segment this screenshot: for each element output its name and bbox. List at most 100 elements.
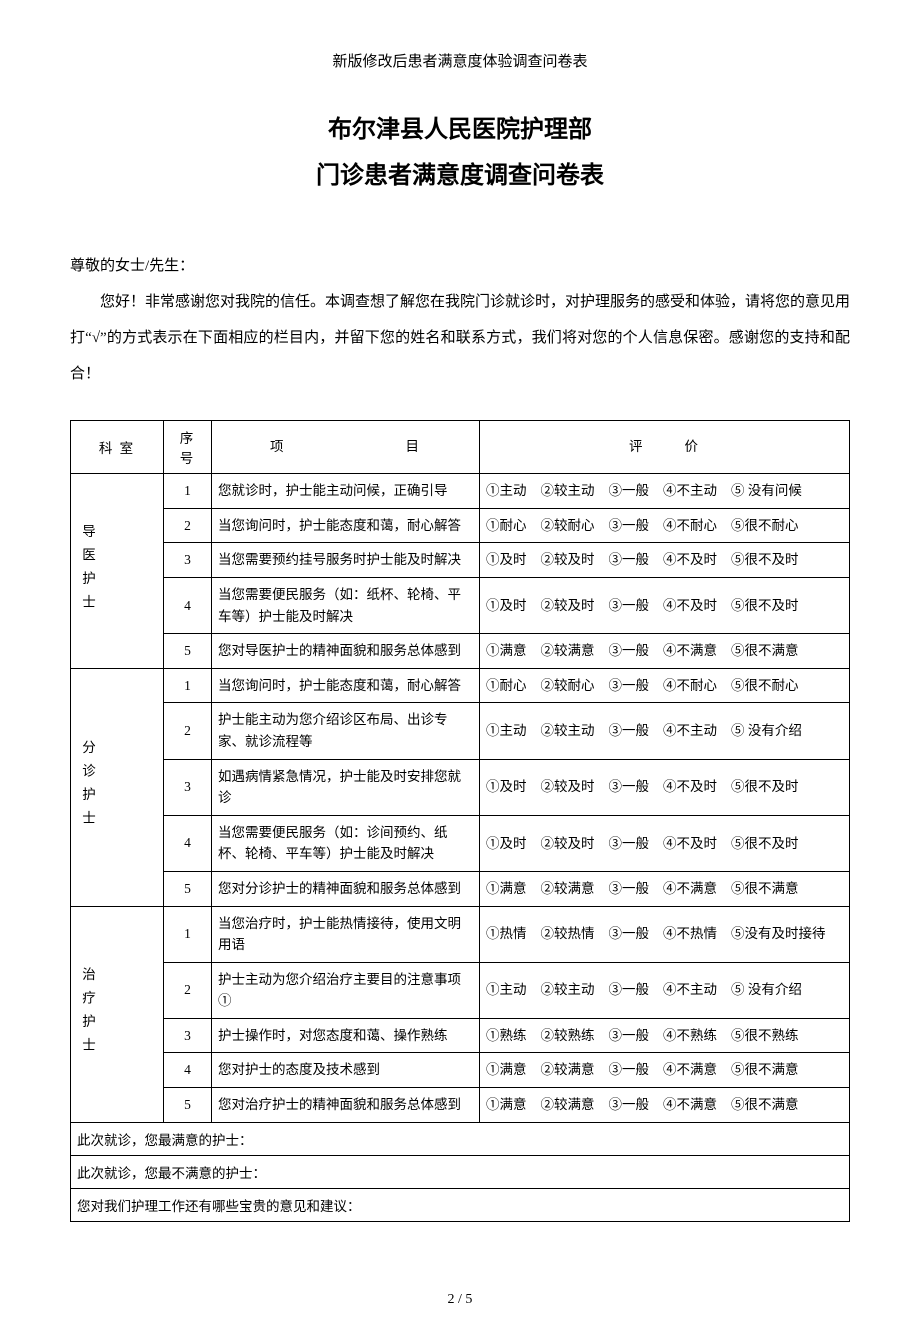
eval-option[interactable]: ⑤很不熟练 [731, 1025, 799, 1047]
eval-option[interactable]: ①熟练 [486, 1025, 527, 1047]
eval-option[interactable]: ②较及时 [541, 833, 595, 855]
eval-option[interactable]: ③一般 [609, 1094, 650, 1116]
eval-option[interactable]: ④不及时 [663, 776, 717, 798]
free-text-cell[interactable]: 您对我们护理工作还有哪些宝贵的意见和建议： [71, 1188, 850, 1221]
intro-body: 您好！非常感谢您对我院的信任。本调查想了解您在我院门诊就诊时，对护理服务的感受和… [70, 284, 850, 392]
eval-option[interactable]: ②较及时 [541, 776, 595, 798]
eval-option[interactable]: ①及时 [486, 833, 527, 855]
dept-label: 分诊护士 [77, 740, 97, 834]
eval-option[interactable]: ⑤很不满意 [731, 878, 799, 900]
eval-option[interactable]: ②较满意 [541, 878, 595, 900]
eval-option[interactable]: ④不耐心 [663, 675, 717, 697]
eval-option[interactable]: ⑤没有及时接待 [731, 923, 826, 945]
eval-option[interactable]: ⑤很不及时 [731, 776, 799, 798]
eval-option[interactable]: ⑤很不满意 [731, 1059, 799, 1081]
eval-option[interactable]: ①及时 [486, 549, 527, 571]
eval-option[interactable]: ①主动 [486, 480, 527, 502]
eval-option[interactable]: ②较满意 [541, 1094, 595, 1116]
table-row: 5您对治疗护士的精神面貌和服务总体感到①满意②较满意③一般④不满意⑤很不满意 [71, 1088, 850, 1123]
eval-option[interactable]: ②较主动 [541, 480, 595, 502]
eval-option[interactable]: ③一般 [609, 595, 650, 617]
eval-option[interactable]: ⑤很不耐心 [731, 515, 799, 537]
eval-option[interactable]: ②较耐心 [541, 515, 595, 537]
eval-cell: ①及时 ②较及时 ③一般 ④不及时 ⑤很不及时 [480, 577, 850, 633]
eval-option[interactable]: ①主动 [486, 720, 527, 742]
eval-option[interactable]: ④不满意 [663, 1059, 717, 1081]
title-line2: 门诊患者满意度调查问卷表 [70, 153, 850, 199]
eval-cell: ①满意 ②较满意 ③一般 ④不满意 ⑤很不满意 [480, 1053, 850, 1088]
eval-option[interactable]: ④不满意 [663, 640, 717, 662]
seq-cell: 1 [164, 906, 212, 962]
eval-option[interactable]: ③一般 [609, 515, 650, 537]
seq-cell: 2 [164, 962, 212, 1018]
eval-option[interactable]: ①满意 [486, 1059, 527, 1081]
eval-option[interactable]: ⑤很不满意 [731, 640, 799, 662]
eval-option[interactable]: ③一般 [609, 1025, 650, 1047]
eval-cell: ①及时 ②较及时 ③一般 ④不及时 ⑤很不及时 [480, 815, 850, 871]
eval-option[interactable]: ⑤很不及时 [731, 595, 799, 617]
eval-option[interactable]: ①及时 [486, 776, 527, 798]
item-cell: 护士主动为您介绍治疗主要目的注意事项 ① [212, 962, 480, 1018]
eval-option[interactable]: ③一般 [609, 1059, 650, 1081]
eval-option[interactable]: ④不熟练 [663, 1025, 717, 1047]
dept-label: 导医护士 [77, 524, 97, 618]
eval-option[interactable]: ①耐心 [486, 515, 527, 537]
eval-option[interactable]: ④不及时 [663, 549, 717, 571]
eval-cell: ①主动 ②较主动 ③一般 ④不主动 ⑤ 没有问候 [480, 474, 850, 509]
free-text-cell[interactable]: 此次就诊，您最不满意的护士： [71, 1155, 850, 1188]
eval-option[interactable]: ⑤ 没有介绍 [731, 720, 802, 742]
eval-cell: ①主动 ②较主动 ③一般 ④不主动 ⑤ 没有介绍 [480, 962, 850, 1018]
eval-option[interactable]: ②较耐心 [541, 675, 595, 697]
eval-option[interactable]: ⑤ 没有介绍 [731, 979, 802, 1001]
eval-option[interactable]: ①满意 [486, 878, 527, 900]
eval-option[interactable]: ①满意 [486, 1094, 527, 1116]
eval-option[interactable]: ③一般 [609, 675, 650, 697]
eval-option[interactable]: ④不主动 [663, 480, 717, 502]
eval-option[interactable]: ④不满意 [663, 878, 717, 900]
eval-option[interactable]: ②较熟练 [541, 1025, 595, 1047]
table-row: 3如遇病情紧急情况，护士能及时安排您就诊①及时②较及时③一般④不及时⑤很不及时 [71, 759, 850, 815]
seq-cell: 5 [164, 1088, 212, 1123]
eval-option[interactable]: ③一般 [609, 776, 650, 798]
eval-option[interactable]: ③一般 [609, 923, 650, 945]
eval-option[interactable]: ②较主动 [541, 979, 595, 1001]
item-cell: 护士能主动为您介绍诊区布局、出诊专家、就诊流程等 [212, 703, 480, 759]
seq-cell: 1 [164, 668, 212, 703]
eval-option[interactable]: ②较及时 [541, 549, 595, 571]
eval-option[interactable]: ③一般 [609, 833, 650, 855]
eval-option[interactable]: ④不及时 [663, 833, 717, 855]
eval-option[interactable]: ①主动 [486, 979, 527, 1001]
eval-option[interactable]: ③一般 [609, 640, 650, 662]
eval-option[interactable]: ④不及时 [663, 595, 717, 617]
eval-option[interactable]: ⑤很不及时 [731, 833, 799, 855]
eval-option[interactable]: ③一般 [609, 720, 650, 742]
item-cell: 当您询问时，护士能态度和蔼，耐心解答 [212, 668, 480, 703]
eval-option[interactable]: ⑤很不满意 [731, 1094, 799, 1116]
eval-option[interactable]: ④不热情 [663, 923, 717, 945]
eval-option[interactable]: ④不满意 [663, 1094, 717, 1116]
eval-option[interactable]: ②较满意 [541, 1059, 595, 1081]
eval-option[interactable]: ⑤ 没有问候 [731, 480, 802, 502]
eval-option[interactable]: ①耐心 [486, 675, 527, 697]
eval-option[interactable]: ③一般 [609, 480, 650, 502]
eval-option[interactable]: ④不主动 [663, 979, 717, 1001]
eval-option[interactable]: ④不耐心 [663, 515, 717, 537]
eval-option[interactable]: ①及时 [486, 595, 527, 617]
eval-option[interactable]: ②较满意 [541, 640, 595, 662]
item-cell: 当您需要预约挂号服务时护士能及时解决 [212, 543, 480, 578]
eval-option[interactable]: ④不主动 [663, 720, 717, 742]
eval-option[interactable]: ③一般 [609, 549, 650, 571]
eval-option[interactable]: ②较及时 [541, 595, 595, 617]
eval-option[interactable]: ③一般 [609, 979, 650, 1001]
eval-option[interactable]: ⑤很不耐心 [731, 675, 799, 697]
dept-cell: 分诊护士 [71, 668, 164, 906]
seq-cell: 4 [164, 1053, 212, 1088]
eval-option[interactable]: ①满意 [486, 640, 527, 662]
item-cell: 当您询问时，护士能态度和蔼，耐心解答 [212, 508, 480, 543]
free-text-cell[interactable]: 此次就诊，您最满意的护士： [71, 1122, 850, 1155]
eval-option[interactable]: ②较热情 [541, 923, 595, 945]
eval-option[interactable]: ①热情 [486, 923, 527, 945]
eval-option[interactable]: ⑤很不及时 [731, 549, 799, 571]
eval-option[interactable]: ③一般 [609, 878, 650, 900]
eval-option[interactable]: ②较主动 [541, 720, 595, 742]
